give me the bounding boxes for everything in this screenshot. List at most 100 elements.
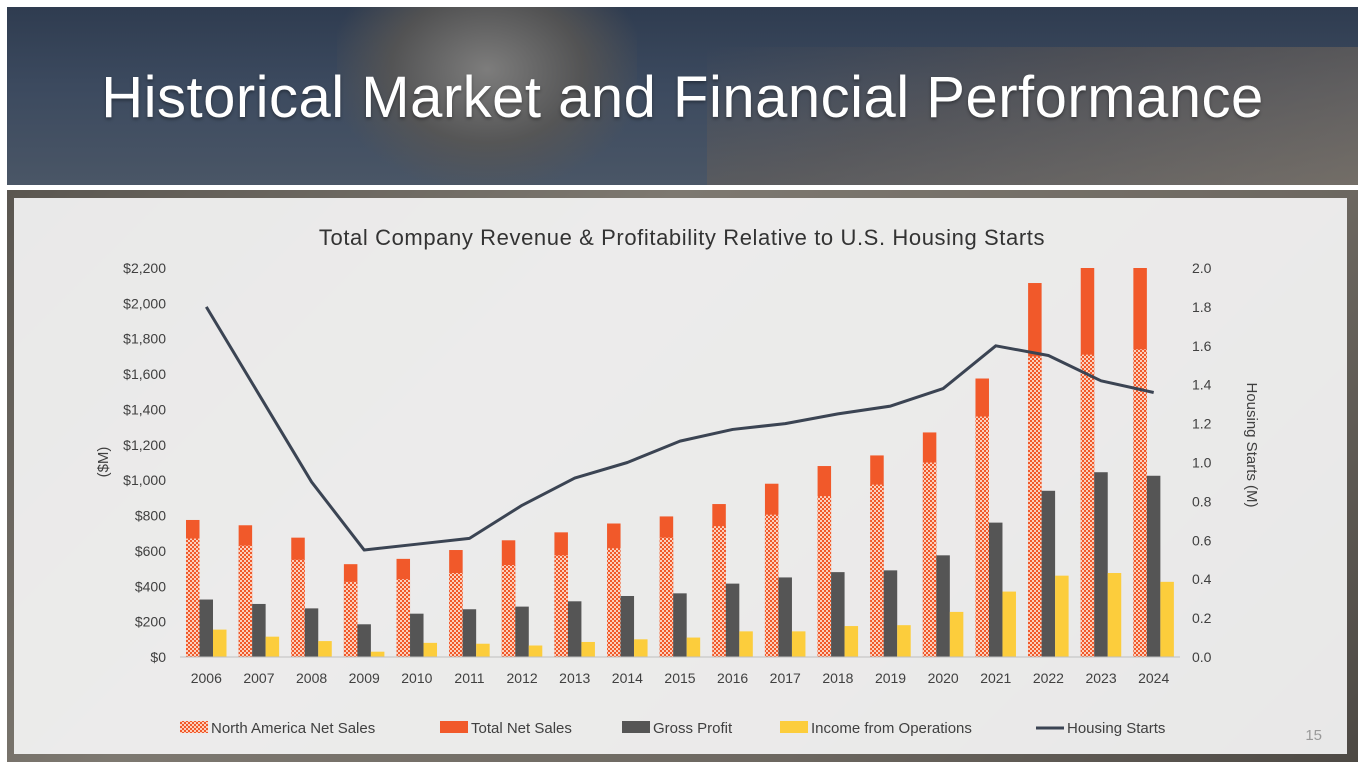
bar-north-america-net-sales [764, 514, 779, 657]
y2-tick-label: 0.4 [1192, 571, 1212, 587]
bar-north-america-net-sales [501, 565, 516, 657]
x-tick-label: 2011 [454, 670, 484, 686]
bar-north-america-net-sales [238, 545, 253, 657]
bar-north-america-net-sales [396, 579, 411, 657]
bar-income-from-operations [1055, 575, 1069, 657]
y-tick-label: $1,200 [123, 437, 166, 453]
bar-gross-profit [936, 555, 950, 657]
bar-north-america-net-sales [291, 559, 305, 657]
y-tick-label: $2,200 [123, 260, 166, 276]
bar-gross-profit [988, 522, 1003, 657]
axes: $0 $200 $400 $600 $800 $1,000 $1,200 $1,400 $1,6… [123, 260, 1212, 686]
bar-income-from-operations [370, 651, 385, 657]
bar-north-america-net-sales [817, 496, 832, 657]
x-tick-label: 2010 [401, 670, 432, 686]
x-tick-label: 2007 [243, 670, 274, 686]
housing-line [205, 306, 1155, 552]
x-tick-label: 2012 [507, 670, 538, 686]
bar-north-america-net-sales [554, 555, 568, 657]
legend-label: Total Net Sales [471, 720, 572, 737]
y2-tick-label: 0.0 [1192, 649, 1212, 665]
y2-tick-label: 1.0 [1192, 455, 1212, 471]
legend-label: Housing Starts [1067, 720, 1165, 737]
y-tick-label: $200 [135, 614, 166, 630]
bar-north-america-net-sales [975, 416, 989, 657]
bar-north-america-net-sales [870, 484, 884, 657]
y-tick-label: $2,000 [123, 295, 166, 311]
bar-gross-profit [410, 613, 424, 657]
x-tick-label: 2008 [296, 670, 327, 686]
x-tick-label: 2024 [1138, 670, 1169, 686]
x-tick-label: 2019 [875, 670, 906, 686]
bar-income-from-operations [1160, 581, 1174, 657]
bar-income-from-operations [1107, 573, 1122, 657]
legend: North America Net Sales Total Net Sales Gr… [180, 720, 1165, 737]
y2-tick-label: 0.8 [1192, 493, 1212, 509]
legend-swatch [622, 721, 650, 733]
legend-swatch [780, 721, 808, 733]
y2-tick-label: 2.0 [1192, 260, 1212, 276]
y-tick-label: $400 [135, 578, 166, 594]
bar-income-from-operations [528, 645, 543, 657]
y2-tick-label: 1.6 [1192, 338, 1212, 354]
x-tick-label: 2022 [1033, 670, 1064, 686]
bar-income-from-operations [686, 637, 701, 657]
y2-tick-label: 1.4 [1192, 377, 1212, 393]
x-tick-label: 2023 [1085, 670, 1116, 686]
chart-card [14, 198, 1347, 754]
y-axis-label: ($M) [95, 447, 112, 478]
bar-gross-profit [831, 572, 845, 657]
x-tick-label: 2021 [980, 670, 1011, 686]
bar-gross-profit [357, 624, 371, 657]
chart-title: Total Company Revenue & Profitability Re… [319, 225, 1045, 250]
bar-gross-profit [778, 577, 792, 657]
x-tick-label: 2018 [822, 670, 853, 686]
bar-north-america-net-sales [607, 548, 621, 657]
x-tick-label: 2020 [928, 670, 959, 686]
bar-income-from-operations [318, 641, 332, 657]
bar-gross-profit [673, 593, 687, 657]
bar-income-from-operations [265, 636, 280, 657]
header-banner [7, 7, 1358, 185]
bar-income-from-operations [581, 641, 595, 657]
y-tick-label: $0 [150, 649, 166, 665]
y-tick-label: $600 [135, 543, 166, 559]
legend-label: Gross Profit [653, 720, 733, 737]
y-tick-label: $1,600 [123, 366, 166, 382]
y-tick-label: $1,000 [123, 472, 166, 488]
bar-north-america-net-sales [1133, 349, 1147, 657]
legend-swatch [440, 721, 468, 733]
x-tick-label: 2017 [770, 670, 801, 686]
bar-gross-profit [462, 609, 477, 657]
bar-gross-profit [1094, 472, 1108, 657]
y-tick-label: $1,400 [123, 401, 166, 417]
bar-north-america-net-sales [922, 462, 937, 657]
page-title: Historical Market and Financial Performa… [101, 65, 1264, 130]
bar-income-from-operations [423, 642, 438, 657]
x-tick-label: 2015 [664, 670, 695, 686]
bar-gross-profit [725, 583, 740, 657]
y2-tick-label: 1.8 [1192, 299, 1212, 315]
legend-label: Income from Operations [811, 720, 972, 737]
bar-gross-profit [883, 570, 898, 657]
bar-gross-profit [515, 606, 529, 657]
line-housing-starts [205, 306, 1155, 552]
bar-north-america-net-sales [449, 573, 463, 657]
bar-income-from-operations [897, 625, 911, 657]
y2-axis-label: Housing Starts (M) [1243, 382, 1260, 507]
x-tick-label: 2016 [717, 670, 748, 686]
bar-north-america-net-sales [186, 538, 200, 657]
bar-gross-profit [252, 603, 266, 657]
bar-income-from-operations [476, 643, 490, 657]
bar-gross-profit [567, 601, 582, 657]
x-tick-label: 2009 [349, 670, 380, 686]
bar-gross-profit [1041, 490, 1056, 657]
bar-gross-profit [1146, 475, 1161, 657]
bars [186, 268, 1174, 657]
y2-tick-label: 0.6 [1192, 532, 1212, 548]
bar-north-america-net-sales [343, 581, 358, 657]
bar-north-america-net-sales [1028, 356, 1042, 657]
bar-gross-profit [304, 608, 319, 657]
y-tick-label: $800 [135, 508, 166, 524]
